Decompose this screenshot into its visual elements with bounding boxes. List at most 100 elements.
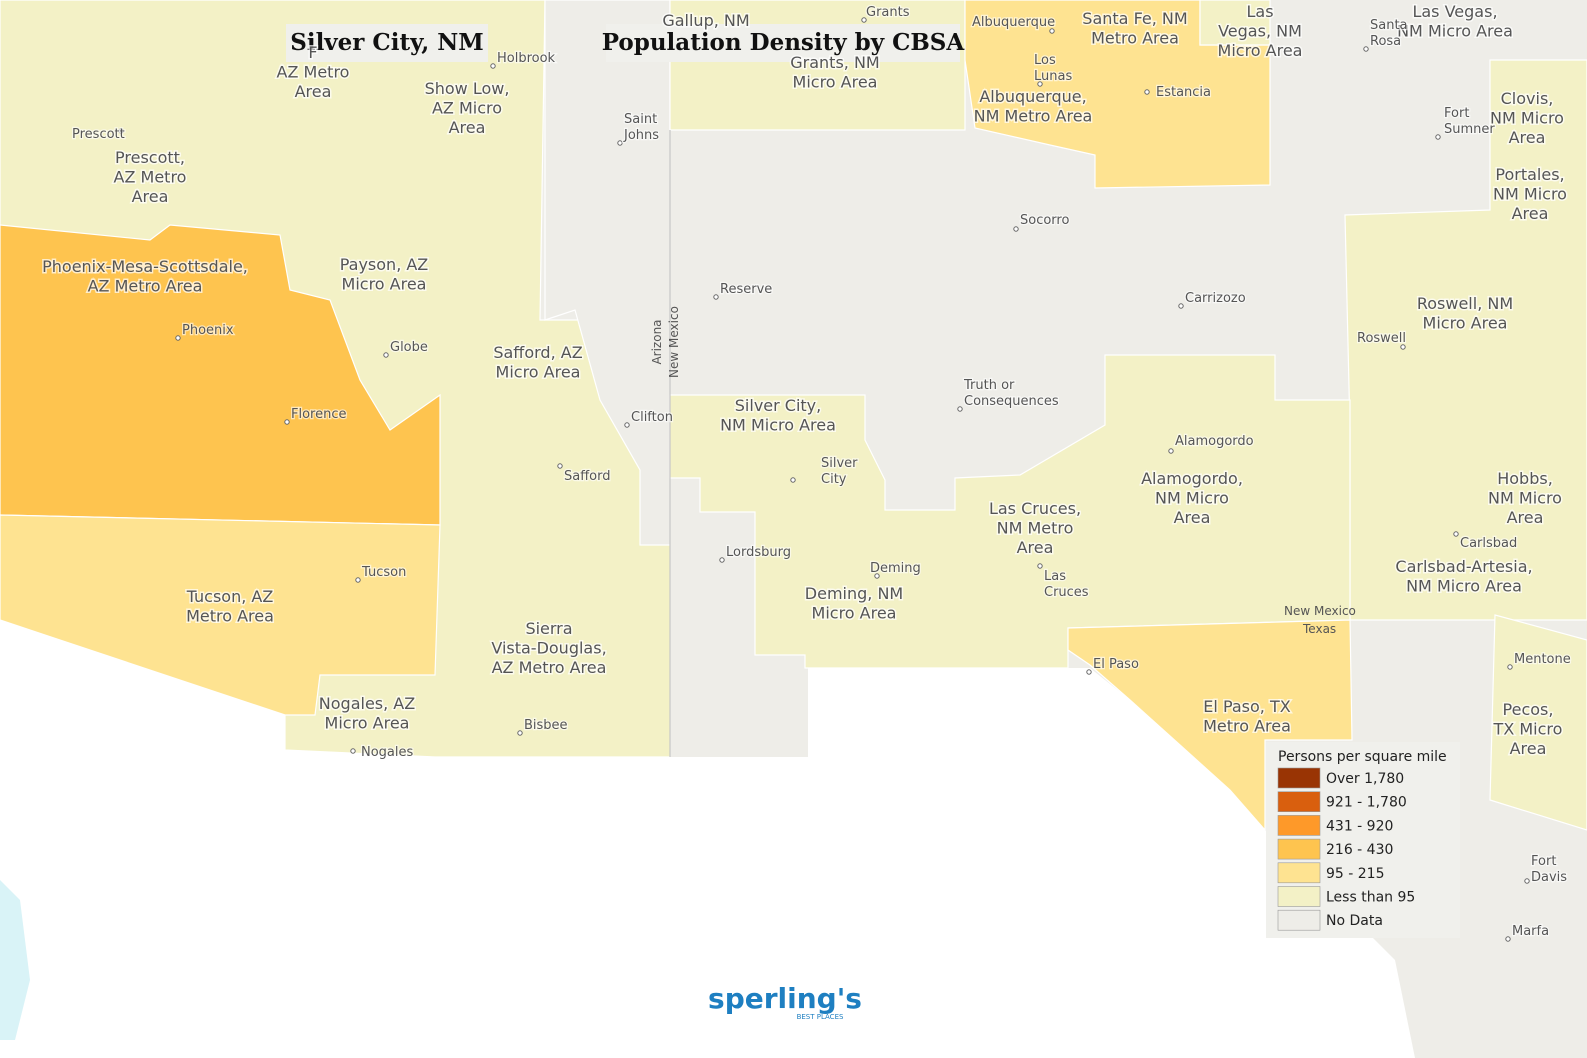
city-marker (1178, 303, 1184, 309)
legend-label: 921 - 1,780 (1326, 795, 1407, 811)
region-label: Las Vegas, NM Micro Area (1397, 2, 1513, 41)
city-label: Deming (870, 561, 921, 576)
region-label-line: El Paso, TX (1203, 697, 1290, 716)
region-label-line: Area (132, 187, 169, 206)
legend-swatch (1277, 862, 1321, 884)
city-label: Roswell (1357, 331, 1406, 346)
city-marker (1144, 89, 1150, 95)
city-label: Carrizozo (1185, 291, 1246, 306)
city-label-line: Estancia (1156, 85, 1211, 100)
city-label-line: Roswell (1357, 331, 1406, 346)
city-label: Clifton (631, 410, 673, 425)
region-label-line: Micro Area (812, 604, 897, 623)
city-label: Tucson (361, 565, 406, 580)
region-label-line: NM Micro (1155, 489, 1229, 508)
region-label-line: Safford, AZ (493, 343, 582, 362)
city-label-line: Las (1044, 569, 1066, 584)
city-label: Globe (390, 340, 428, 355)
region-label-line: Prescott, (115, 148, 185, 167)
city-marker (790, 477, 796, 483)
region-label-line: Las (1246, 2, 1273, 21)
city-label: Marfa (1512, 924, 1549, 939)
city-label: Holbrook (497, 51, 556, 66)
region-label-line: AZ Micro (432, 99, 502, 118)
title: Population Density by CBSA (602, 29, 966, 56)
border-label: Arizona (650, 319, 664, 364)
city-marker (1049, 28, 1055, 34)
region-label-line: AZ Metro Area (88, 277, 203, 296)
region-label: Deming, NM Micro Area (805, 584, 903, 623)
region-label: El Paso, TX Metro Area (1203, 697, 1291, 736)
city-marker (713, 294, 719, 300)
city-marker (719, 557, 725, 563)
city-label-line: Safford (564, 469, 611, 484)
city-marker (861, 17, 867, 23)
region-label-line: Sierra (525, 619, 572, 638)
region-label: F AZ Metro Area (277, 43, 350, 101)
region-label-line: Micro Area (325, 714, 410, 733)
region-label-line: Alamogordo, (1141, 469, 1243, 488)
region-label: Clovis, NM Micro Area (1490, 89, 1564, 147)
city-label-line: City (821, 472, 847, 487)
region-label-line: F (308, 43, 317, 62)
city-label-line: Prescott (72, 127, 125, 142)
city-marker (175, 335, 181, 341)
legend-swatch (1277, 909, 1321, 931)
city-label-line: Tucson (361, 565, 406, 580)
city-marker (1013, 226, 1019, 232)
region-label: Safford, AZ Micro Area (493, 343, 582, 382)
legend-swatch (1277, 791, 1321, 813)
city-label-line: Rosa (1370, 34, 1401, 49)
region-label-line: Hobbs, (1497, 469, 1553, 488)
city-marker (383, 352, 389, 358)
region-label-line: NM Micro Area (720, 416, 836, 435)
region-label-line: Nogales, AZ (319, 694, 415, 713)
region-label-line: Area (1017, 538, 1054, 557)
region-label-line: Metro Area (186, 607, 274, 626)
city-marker (624, 422, 630, 428)
region-label-line: Carlsbad-Artesia, (1395, 557, 1532, 576)
region-label-line: Pecos, (1503, 700, 1554, 719)
region-label: Portales, NM Micro Area (1493, 165, 1567, 223)
city-label: Reserve (720, 282, 772, 297)
city-label: Truth or Consequences (963, 378, 1059, 409)
region-label-line: Las Cruces, (989, 499, 1081, 518)
city-marker (350, 748, 356, 754)
region-label-line: Tucson, AZ (186, 587, 274, 606)
region-label-line: Payson, AZ (340, 255, 429, 274)
las-vegas-area (1199, 0, 1271, 46)
city-marker (118, 128, 124, 134)
city-label-line: Lunas (1034, 69, 1072, 84)
legend-label: No Data (1326, 913, 1383, 929)
city-label-line: Carlsbad (1460, 536, 1517, 551)
region-label-line: AZ Metro Area (492, 658, 607, 677)
region-label-line: Area (449, 118, 486, 137)
city-label-line: Fort (1444, 106, 1469, 121)
city-label: Nogales (361, 745, 414, 760)
region-label-line: Micro Area (793, 73, 878, 92)
pecos-area (1489, 614, 1587, 831)
city-label: Saint Johns (623, 112, 659, 143)
region-label-line: Las Vegas, (1412, 2, 1497, 21)
city-label: Estancia (1156, 85, 1211, 100)
city-label: Grants (866, 5, 910, 20)
region-label: Carlsbad-Artesia, NM Micro Area (1395, 557, 1532, 596)
city-label-line: Alamogordo (1175, 434, 1254, 449)
city-label: Albuquerque (972, 15, 1055, 30)
region-label: Phoenix-Mesa-Scottsdale, AZ Metro Area (42, 257, 248, 296)
region-label-line: AZ Metro (277, 63, 350, 82)
region-label-line: Area (1510, 739, 1547, 758)
region-label: Albuquerque, NM Metro Area (974, 87, 1093, 126)
city-marker (1037, 563, 1043, 569)
water (0, 880, 30, 1040)
region-label-line: Area (1174, 508, 1211, 527)
region-label: Gallup, NM (662, 11, 749, 30)
region-label-line: Roswell, NM (1417, 294, 1513, 313)
region-label-line: Grants, NM (790, 53, 879, 72)
region-label: Sierra Vista-Douglas, AZ Metro Area (491, 619, 606, 677)
region-label: Hobbs, NM Micro Area (1488, 469, 1562, 527)
city-marker (1505, 936, 1511, 942)
region-label: Roswell, NM Micro Area (1417, 294, 1513, 333)
city-label-line: Davis (1531, 870, 1567, 885)
city-label-line: Socorro (1020, 213, 1069, 228)
